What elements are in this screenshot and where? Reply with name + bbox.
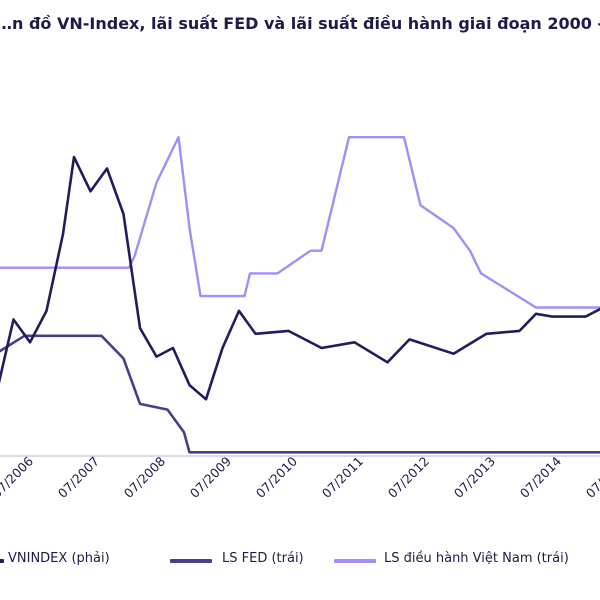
x-tick-label: 07/2009 xyxy=(187,453,234,500)
chart-title: …n đồ VN-Index, lãi suất FED và lãi suất… xyxy=(0,14,600,33)
x-axis: …0507/200607/200707/200807/200907/201007… xyxy=(0,453,600,501)
line-chart: …0507/200607/200707/200807/200907/201007… xyxy=(0,135,600,501)
legend-label-vnindex: VNINDEX (phải) xyxy=(8,551,110,566)
series-lines xyxy=(0,135,600,454)
x-tick-label: 07/2006 xyxy=(0,453,36,500)
x-tick-label: 07/2011 xyxy=(319,454,366,501)
x-tick-label: 07/2015 xyxy=(583,454,600,501)
legend-label-ls-dieu-hanh: LS điều hành Việt Nam (trái) xyxy=(384,551,569,566)
series-line-ls-fed xyxy=(0,334,600,454)
x-tick-label: 07/2008 xyxy=(121,453,168,500)
x-tick-label: 07/2010 xyxy=(253,453,300,500)
legend-swatch-ls-dieu-hanh xyxy=(334,559,376,563)
legend-swatch-vnindex xyxy=(0,559,4,563)
legend: VNINDEX (phải) LS FED (trái) LS điều hàn… xyxy=(0,543,600,573)
x-tick-label: 07/2014 xyxy=(517,453,564,500)
x-tick-label: 07/2007 xyxy=(55,454,102,501)
x-tick-label: 07/2013 xyxy=(451,454,498,501)
legend-label-ls-fed: LS FED (trái) xyxy=(222,551,304,566)
legend-swatch-ls-fed xyxy=(170,559,212,563)
series-line-vnindex xyxy=(0,155,600,401)
x-tick-label: 07/2012 xyxy=(385,454,432,501)
series-line-ls-dieu-hanh xyxy=(0,135,600,309)
